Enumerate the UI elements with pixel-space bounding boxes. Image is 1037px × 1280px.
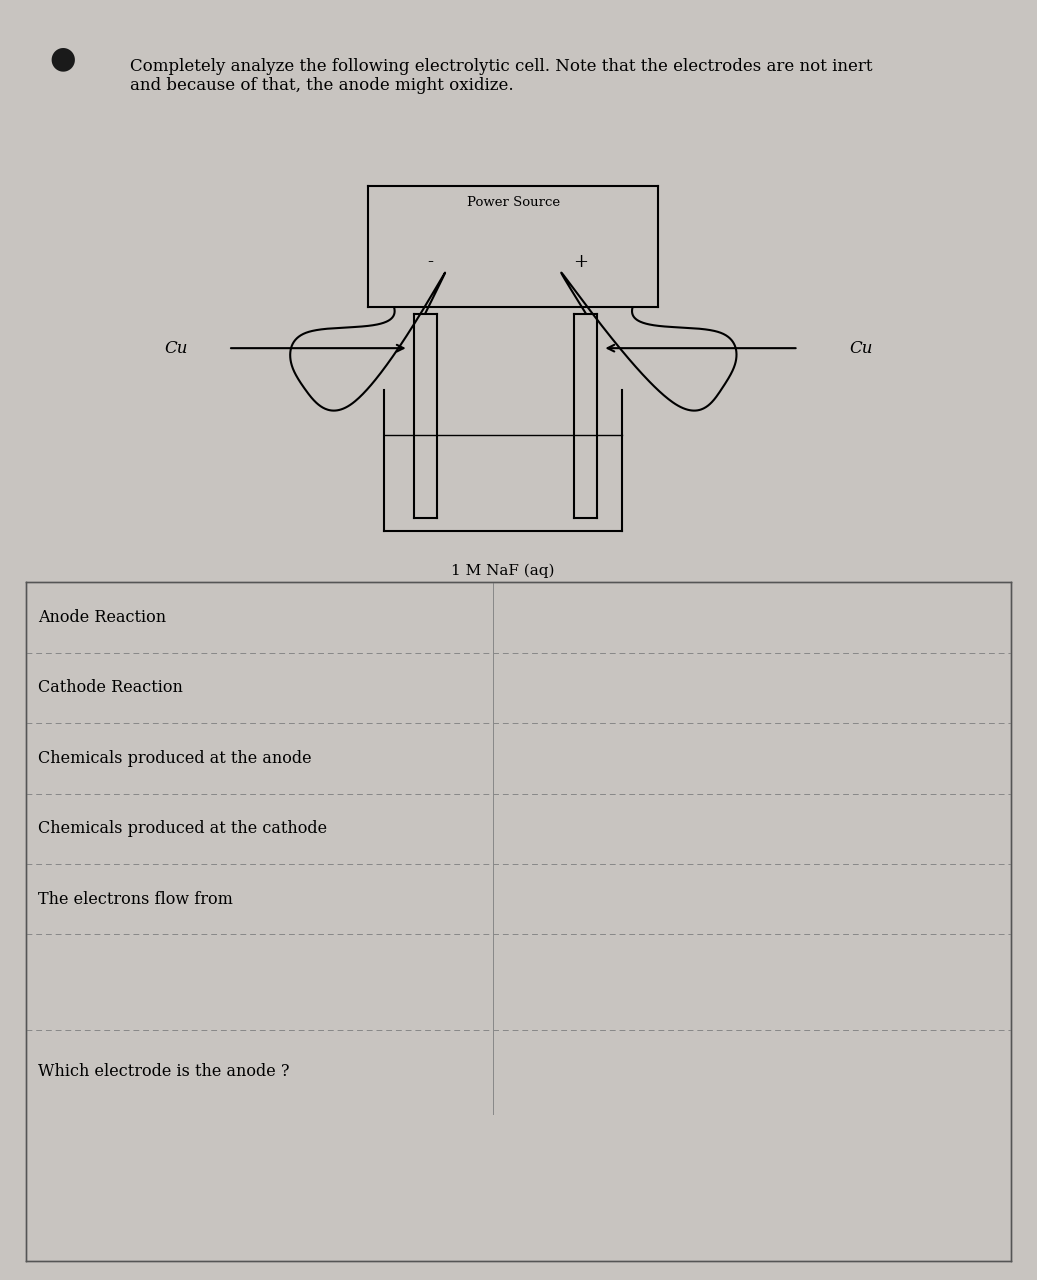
Text: Cu: Cu <box>165 339 188 357</box>
Text: Which electrode is the anode ?: Which electrode is the anode ? <box>38 1064 290 1080</box>
Text: Chemicals produced at the cathode: Chemicals produced at the cathode <box>38 820 328 837</box>
Text: Power Source: Power Source <box>467 196 560 209</box>
Text: Completely analyze the following electrolytic cell. Note that the electrodes are: Completely analyze the following electro… <box>130 58 872 95</box>
Text: The electrons flow from: The electrons flow from <box>38 891 233 908</box>
Text: Cu: Cu <box>849 339 872 357</box>
Text: Anode Reaction: Anode Reaction <box>38 609 167 626</box>
Text: +: + <box>573 252 588 271</box>
Text: Chemicals produced at the anode: Chemicals produced at the anode <box>38 750 312 767</box>
Text: -: - <box>427 252 433 271</box>
Text: ●: ● <box>49 45 76 74</box>
Text: 1 M NaF (aq): 1 M NaF (aq) <box>451 563 555 577</box>
Text: Cathode Reaction: Cathode Reaction <box>38 680 184 696</box>
